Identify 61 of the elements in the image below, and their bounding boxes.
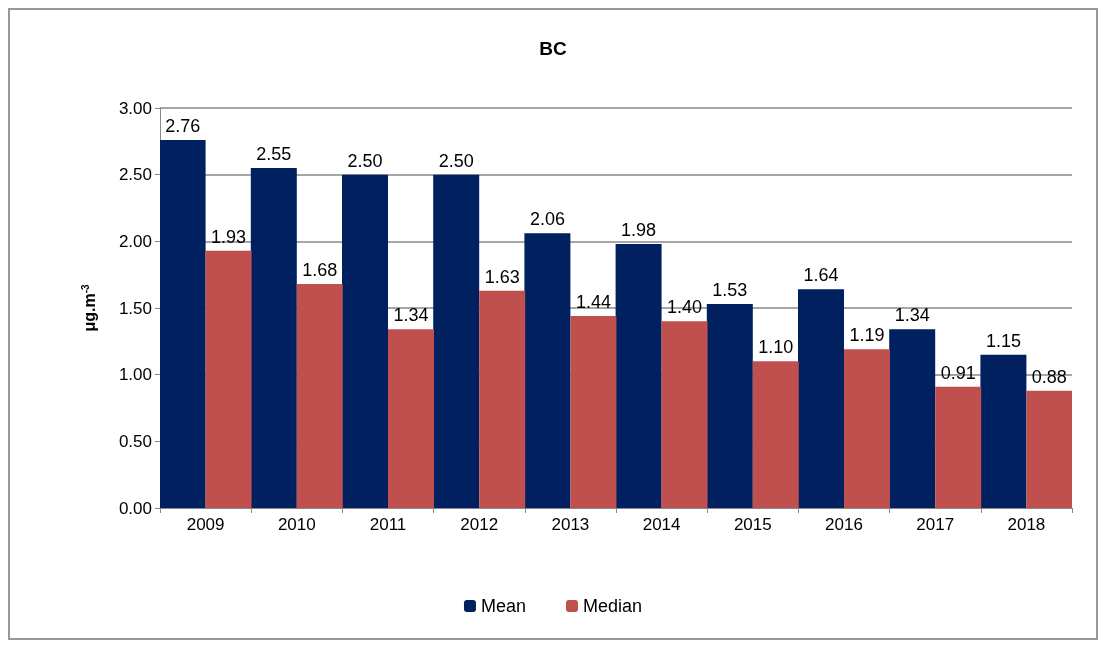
y-tick-label: 2.00 xyxy=(118,231,152,251)
bar xyxy=(433,174,480,508)
y-tick-label: 1.00 xyxy=(118,365,152,385)
y-tick-label: 2.50 xyxy=(118,165,152,185)
chart-title: BC xyxy=(539,38,567,59)
bar xyxy=(250,168,297,508)
data-label: 1.34 xyxy=(894,305,930,326)
data-label: 1.93 xyxy=(211,226,247,247)
data-label: 2.06 xyxy=(529,209,565,230)
bar xyxy=(479,290,526,508)
data-label: 1.10 xyxy=(758,337,794,358)
bar xyxy=(524,233,571,508)
bar xyxy=(388,329,434,508)
x-tick-label: 2012 xyxy=(460,515,499,534)
legend-label: Mean xyxy=(480,596,526,616)
data-label: 1.68 xyxy=(302,260,338,280)
data-label: 1.19 xyxy=(849,325,885,346)
data-label: 1.44 xyxy=(575,292,611,312)
x-tick-label: 2015 xyxy=(733,515,772,534)
bar xyxy=(205,250,252,508)
x-tick-label: 2013 xyxy=(551,515,590,534)
bar xyxy=(615,244,662,508)
data-label: 0.88 xyxy=(1031,366,1067,387)
legend-label: Median xyxy=(583,596,643,616)
y-tick-label: 0.00 xyxy=(118,498,152,518)
bar xyxy=(160,140,206,508)
x-tick-label: 2010 xyxy=(277,515,316,534)
x-tick-label: 2017 xyxy=(916,515,955,534)
bar xyxy=(342,174,388,508)
data-label: 1.34 xyxy=(393,305,429,326)
bar xyxy=(1026,390,1072,508)
x-tick-label: 2009 xyxy=(186,515,225,534)
x-tick-label: 2014 xyxy=(642,515,681,534)
x-tick-label: 2011 xyxy=(369,515,407,534)
y-axis-title: μg.m-3 xyxy=(79,284,98,332)
y-tick-label: 3.00 xyxy=(118,98,152,118)
data-label: 1.40 xyxy=(667,297,703,318)
bar xyxy=(935,386,982,508)
data-label: 0.91 xyxy=(940,362,976,383)
data-label: 2.76 xyxy=(165,116,201,136)
data-label: 1.63 xyxy=(484,266,520,287)
x-tick-label: 2016 xyxy=(825,515,863,534)
y-tick-label: 1.50 xyxy=(118,298,152,318)
data-label: 1.98 xyxy=(621,220,657,240)
bar xyxy=(296,284,343,508)
bar xyxy=(980,354,1027,508)
x-tick-label: 2018 xyxy=(1007,515,1046,534)
bar xyxy=(661,321,708,508)
y-tick-label: 0.50 xyxy=(118,431,152,451)
bar xyxy=(798,289,844,508)
data-label: 1.64 xyxy=(803,265,839,286)
bar xyxy=(844,349,890,508)
data-label: 1.53 xyxy=(712,280,748,300)
data-label: 2.55 xyxy=(256,144,292,164)
data-label: 2.50 xyxy=(347,150,383,171)
bar xyxy=(570,316,617,508)
bar xyxy=(889,329,936,508)
bar xyxy=(752,361,799,508)
data-label: 1.15 xyxy=(985,330,1021,351)
bar xyxy=(706,304,753,508)
data-label: 2.50 xyxy=(438,150,474,171)
